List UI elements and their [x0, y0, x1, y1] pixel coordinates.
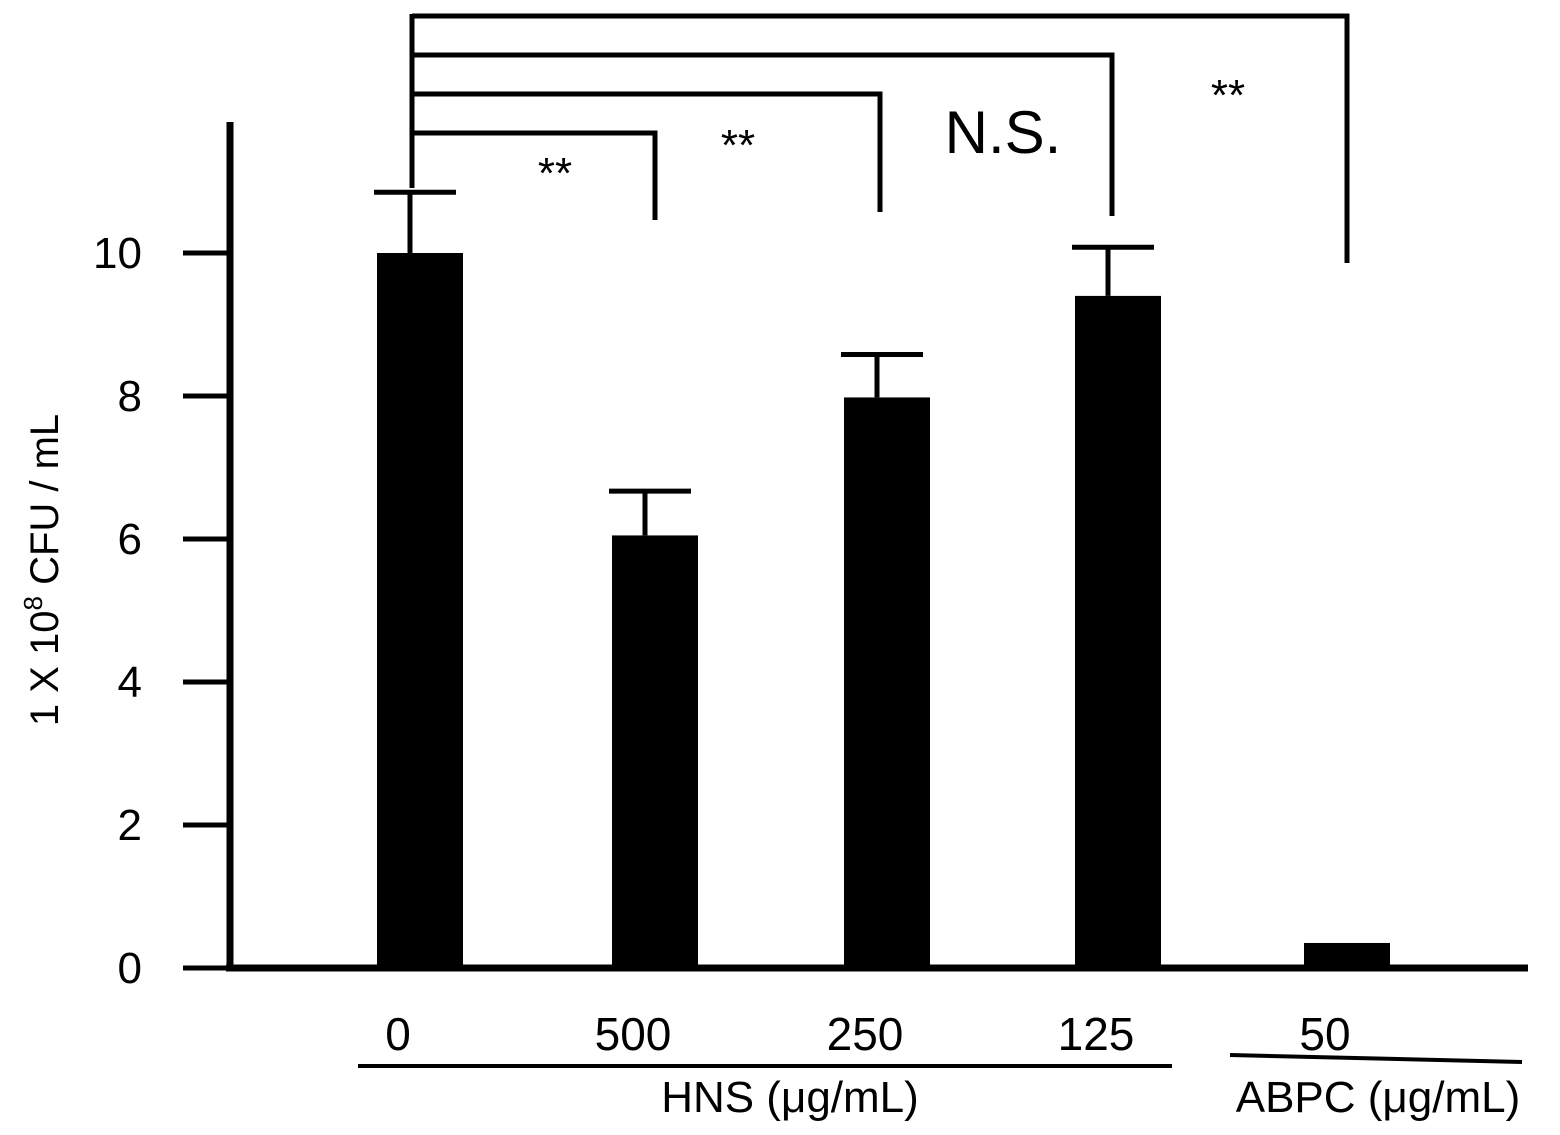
- y-tick-label-4: 4: [118, 658, 142, 707]
- bracket-0-vs-125: [412, 52, 1115, 216]
- category-label-250: 250: [827, 1008, 904, 1060]
- bar-500: [612, 535, 698, 968]
- y-tick-label-10: 10: [93, 229, 142, 278]
- y-tick-label-0: 0: [118, 944, 142, 993]
- category-label-0: 0: [385, 1008, 411, 1060]
- group-label-1: ABPC (μg/mL): [1236, 1073, 1521, 1122]
- bars: [374, 189, 1390, 968]
- bracket-0-vs-50: [412, 13, 1350, 263]
- y-tick-label-2: 2: [118, 801, 142, 850]
- category-label-125: 125: [1058, 1008, 1135, 1060]
- y-axis-title-exponent: 8: [18, 596, 48, 610]
- group-line-1: [1229, 1053, 1523, 1064]
- category-label-50: 50: [1299, 1008, 1350, 1060]
- bar-50: [1304, 942, 1390, 968]
- bar-250: [844, 397, 930, 968]
- y-tick-label-8: 8: [118, 372, 142, 421]
- bracket-0-vs-500: [412, 130, 658, 220]
- labels: 0 2 4 6 8 10 0 500 250 125 50 HNS (μg/mL) ABPC (μg/m…: [93, 229, 1523, 1122]
- bracket-0-vs-250: [412, 91, 883, 212]
- group-label-0: HNS (μg/mL): [661, 1073, 919, 1122]
- y-axis-title-prefix: 1 X 10: [23, 611, 67, 727]
- y-tick-label-6: 6: [118, 515, 142, 564]
- significance-brackets: ** ** N.S. **: [409, 13, 1350, 263]
- bar-125: [1075, 295, 1161, 968]
- svg-text:1 X 108 CFU / mL: 1 X 108 CFU / mL: [18, 414, 67, 726]
- y-axis-title-suffix: CFU / mL: [23, 414, 67, 596]
- bar-0: [377, 253, 463, 968]
- category-label-500: 500: [595, 1008, 672, 1060]
- significance-label-1: **: [721, 121, 755, 170]
- y-axis-title: 1 X 108 CFU / mL: [18, 414, 67, 726]
- significance-label-3: **: [1211, 71, 1245, 120]
- significance-label-0: **: [538, 149, 572, 198]
- significance-label-2: N.S.: [945, 99, 1062, 166]
